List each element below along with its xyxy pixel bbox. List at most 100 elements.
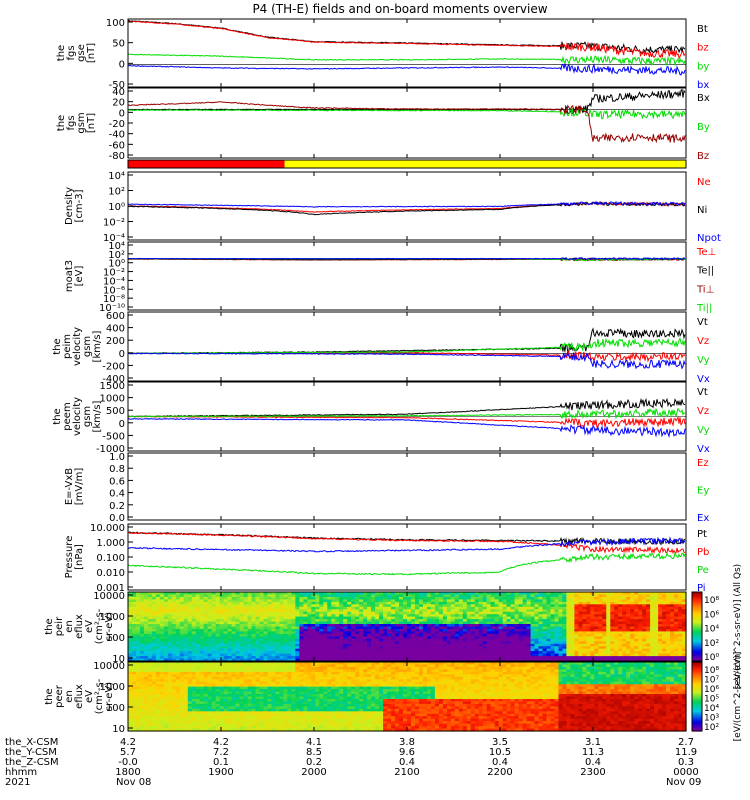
heatmap-cell	[179, 674, 185, 678]
heatmap-cell	[287, 626, 292, 630]
heatmap-cell	[259, 629, 265, 633]
heatmap-cell	[219, 653, 225, 657]
heatmap-cell	[255, 636, 261, 640]
heatmap-cell	[199, 611, 205, 615]
heatmap-cell	[526, 656, 532, 660]
heatmap-cell	[147, 674, 153, 678]
heatmap-cell	[371, 592, 376, 596]
heatmap-cell	[474, 636, 480, 640]
heatmap-cell	[363, 596, 368, 600]
heatmap-cell	[163, 713, 169, 717]
heatmap-cell	[307, 624, 312, 628]
heatmap-cell	[530, 629, 536, 633]
heatmap-cell	[187, 601, 193, 605]
heatmap-cell	[678, 651, 683, 655]
heatmap-cell	[191, 721, 197, 725]
heatmap-cell	[522, 619, 528, 623]
heatmap-cell	[415, 609, 420, 613]
heatmap-cell	[199, 651, 205, 655]
heatmap-cell	[638, 626, 643, 630]
heatmap-cell	[658, 646, 663, 650]
heatmap-cell	[542, 646, 548, 650]
heatmap-cell	[534, 601, 540, 605]
heatmap-cell	[151, 606, 157, 610]
heatmap-cell	[450, 641, 456, 645]
heatmap-cell	[363, 606, 368, 610]
heatmap-cell	[566, 651, 571, 655]
heatmap-cell	[367, 648, 372, 652]
heatmap-cell	[598, 638, 603, 642]
heatmap-cell	[247, 658, 253, 662]
heatmap-cell	[175, 616, 181, 620]
heatmap-cell	[359, 631, 364, 635]
heatmap-cell	[155, 614, 161, 618]
heatmap-cell	[646, 621, 651, 625]
heatmap-cell	[267, 614, 273, 618]
heatmap-cell	[407, 611, 412, 615]
heatmap-cell	[311, 601, 316, 605]
heatmap-cell	[486, 658, 492, 662]
heatmap-cell	[235, 643, 241, 647]
heatmap-cell	[534, 651, 540, 655]
heatmap-cell	[183, 601, 189, 605]
heatmap-cell	[311, 606, 316, 610]
heatmap-cell	[578, 614, 583, 618]
heatmap-cell	[211, 633, 217, 637]
heatmap-cell	[287, 648, 292, 652]
heatmap-cell	[566, 619, 571, 623]
heatmap-cell	[307, 638, 312, 642]
heatmap-cell	[594, 592, 599, 596]
heatmap-cell	[578, 658, 583, 662]
heatmap-cell	[307, 646, 312, 650]
heatmap-cell	[395, 624, 400, 628]
heatmap-cell	[143, 726, 149, 730]
heatmap-cell	[674, 604, 679, 608]
heatmap-cell	[187, 633, 193, 637]
heatmap-cell	[327, 594, 332, 598]
heatmap-cell	[247, 604, 253, 608]
heatmap-cell	[247, 638, 253, 642]
heatmap-cell	[454, 653, 460, 657]
heatmap-cell	[359, 609, 364, 613]
heatmap-cell	[415, 638, 420, 642]
heatmap-cell	[379, 596, 384, 600]
heatmap-cell	[586, 626, 591, 630]
heatmap-cell	[566, 606, 571, 610]
heatmap-cell	[140, 686, 145, 690]
heatmap-cell	[415, 596, 420, 600]
legend-Te||: Te||	[696, 266, 714, 277]
heatmap-cell	[454, 621, 460, 625]
heatmap-cell	[347, 658, 352, 662]
heatmap-cell	[191, 629, 197, 633]
heatmap-cell	[450, 656, 456, 660]
heatmap-cell	[399, 614, 404, 618]
heatmap-cell	[371, 616, 376, 620]
heatmap-cell	[191, 681, 197, 685]
heatmap-cell	[343, 648, 348, 652]
heatmap-cell	[514, 646, 520, 650]
heatmap-cell	[275, 653, 281, 657]
heatmap-cell	[136, 679, 141, 683]
heatmap-cell	[395, 653, 400, 657]
series-line-Bz	[127, 101, 686, 144]
heatmap-cell	[383, 621, 388, 625]
heatmap-cell	[502, 604, 508, 608]
heatmap-cell	[175, 686, 181, 690]
heatmap-cell	[219, 708, 225, 712]
heatmap-cell	[502, 648, 508, 652]
heatmap-cell	[207, 701, 213, 705]
heatmap-cell	[646, 633, 651, 637]
heatmap-cell	[466, 611, 472, 615]
heatmap-cell	[155, 609, 161, 613]
heatmap-cell	[195, 699, 201, 703]
heatmap-cell	[602, 592, 607, 596]
heatmap-cell	[379, 656, 384, 660]
heatmap-cell	[136, 671, 141, 675]
heatmap-cell	[303, 626, 308, 630]
heatmap-cell	[446, 641, 452, 645]
heatmap-cell	[339, 621, 344, 625]
heatmap-cell	[367, 594, 372, 598]
heatmap-cell	[670, 629, 675, 633]
heatmap-cell	[187, 706, 193, 710]
heatmap-cell	[331, 629, 336, 633]
